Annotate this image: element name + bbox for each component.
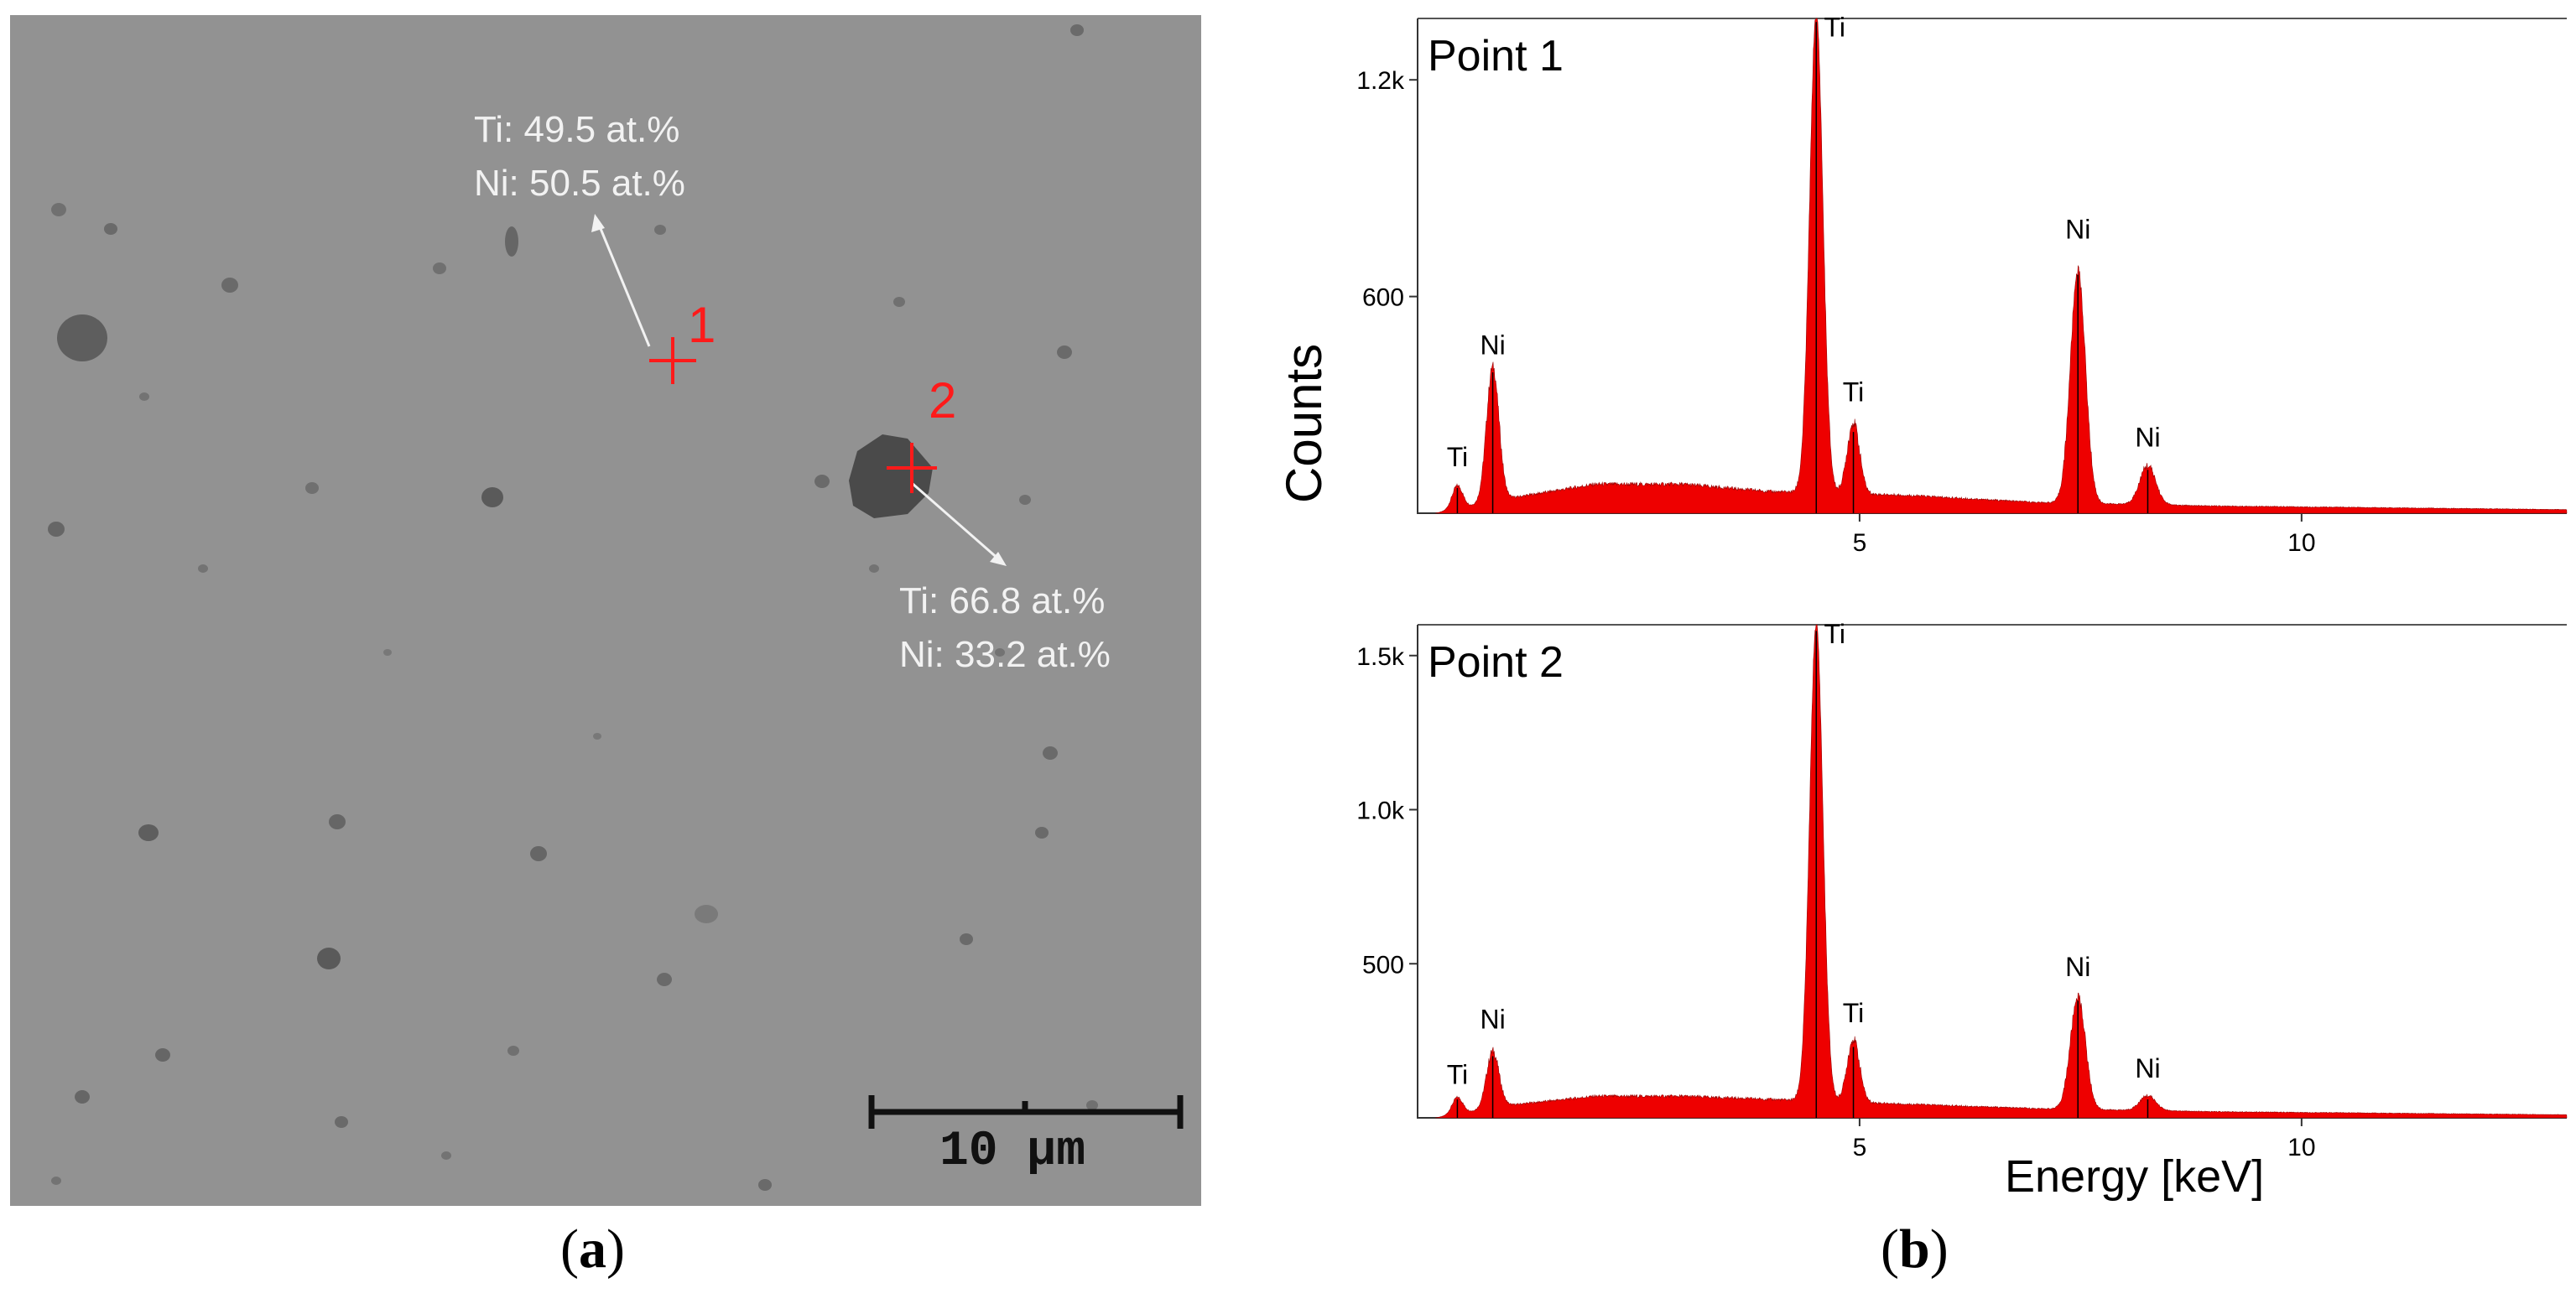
particle	[657, 973, 672, 986]
sem-particles	[48, 24, 1184, 1191]
particle	[317, 948, 341, 969]
point1-marker	[649, 337, 696, 384]
peak-label-ni: Ni	[2135, 422, 2160, 452]
point1-arrowhead	[591, 214, 605, 232]
x-tick-label: 5	[1853, 529, 1867, 557]
y-tick-label: 1.5k	[1356, 643, 1405, 671]
point2-arrowhead	[990, 552, 1007, 566]
particle	[654, 225, 666, 235]
particle	[1019, 495, 1031, 505]
particle	[139, 392, 149, 401]
y-tick-label: 1.2k	[1356, 67, 1405, 95]
point2-arrow	[911, 481, 1001, 562]
eds-spectra: Ti Ni Ti Ti Ni Ni 5 10 600 1.2k Point 1 Ti Ni Ti Ti Ni…	[1356, 13, 2568, 1161]
point1-ni-annotation: Ni: 50.5 at.%	[474, 163, 685, 204]
panel-a-label: (a)	[560, 1218, 625, 1280]
peak-label-ti: Ti	[1843, 377, 1864, 407]
particle	[57, 314, 107, 361]
particle	[305, 482, 319, 494]
point1-label: 1	[688, 297, 716, 353]
particle	[507, 1046, 519, 1056]
particle	[505, 226, 518, 257]
y-axis-title: Counts	[1276, 343, 1332, 503]
particle	[383, 649, 392, 656]
y-tick-label: 500	[1362, 951, 1404, 979]
peak-label-ti: Ti	[1824, 13, 1845, 43]
spectrum-title: Point 1	[1428, 32, 1564, 81]
plot-axes	[1417, 625, 2567, 1119]
particle	[593, 733, 601, 740]
particle	[138, 824, 159, 841]
particle	[1035, 827, 1049, 839]
particle	[869, 564, 879, 573]
particle	[75, 1090, 90, 1104]
peak-label-ni: Ni	[2065, 952, 2090, 982]
particle	[1086, 1100, 1098, 1110]
particle	[221, 278, 238, 293]
particle	[433, 262, 446, 274]
point2-ti-annotation: Ti: 66.8 at.%	[899, 580, 1106, 621]
ti2ni-particle	[849, 434, 933, 518]
peak-label-ti: Ti	[1447, 1060, 1468, 1090]
particle	[1070, 24, 1084, 36]
particle	[893, 297, 905, 307]
particle	[441, 1151, 451, 1160]
particle	[481, 487, 503, 507]
x-axis-title: Energy [keV]	[2005, 1151, 2265, 1202]
particle	[1057, 345, 1072, 359]
spectrum-area	[1435, 18, 2568, 514]
spectrum-title: Point 2	[1428, 638, 1564, 687]
particle	[51, 1177, 61, 1185]
x-tick-label: 10	[2287, 529, 2315, 557]
peak-label-ni: Ni	[2135, 1053, 2160, 1083]
particle	[329, 814, 346, 829]
point2-label: 2	[929, 372, 957, 429]
plot-axes	[1417, 18, 2567, 514]
peak-label-ti: Ti	[1843, 998, 1864, 1028]
point1-ti-annotation: Ti: 49.5 at.%	[474, 109, 680, 150]
particle	[995, 648, 1005, 657]
particle	[155, 1048, 170, 1062]
panel-b-label: (b)	[1881, 1218, 1949, 1280]
point2-marker	[887, 443, 937, 493]
particle	[695, 905, 718, 923]
particle	[1043, 746, 1058, 760]
point1-arrow	[596, 220, 651, 347]
peak-label-ti: Ti	[1824, 619, 1845, 649]
particle	[48, 522, 65, 537]
y-tick-label: 1.0k	[1356, 797, 1405, 825]
particle	[51, 203, 66, 216]
particle	[335, 1116, 348, 1128]
particle	[960, 933, 973, 945]
particle	[530, 846, 547, 861]
peak-label-ni: Ni	[2065, 215, 2090, 245]
sem-micrograph: Ti: 49.5 at.% Ni: 50.5 at.% Ti: 66.8 at.…	[10, 15, 1201, 1206]
eds-spectrum-point2: Ti Ni Ti Ti Ni Ni 5 10 500 1.0k 1.5k Point 2	[1356, 619, 2568, 1161]
particle	[104, 223, 117, 235]
peak-label-ni: Ni	[1480, 1004, 1505, 1034]
particle	[814, 475, 830, 488]
x-tick-label: 10	[2287, 1134, 2315, 1161]
particle	[198, 564, 208, 573]
spectrum-area	[1435, 624, 2568, 1119]
y-tick-label: 600	[1362, 284, 1404, 312]
x-tick-label: 5	[1853, 1134, 1867, 1161]
peak-label-ni: Ni	[1480, 330, 1505, 361]
eds-spectrum-point1: Ti Ni Ti Ti Ni Ni 5 10 600 1.2k Point 1	[1356, 13, 2568, 557]
peak-label-ti: Ti	[1447, 442, 1468, 472]
scale-bar-label: 10 µm	[939, 1125, 1086, 1179]
particle	[758, 1179, 772, 1191]
point2-ni-annotation: Ni: 33.2 at.%	[899, 634, 1111, 675]
scale-bar	[868, 1095, 1184, 1129]
